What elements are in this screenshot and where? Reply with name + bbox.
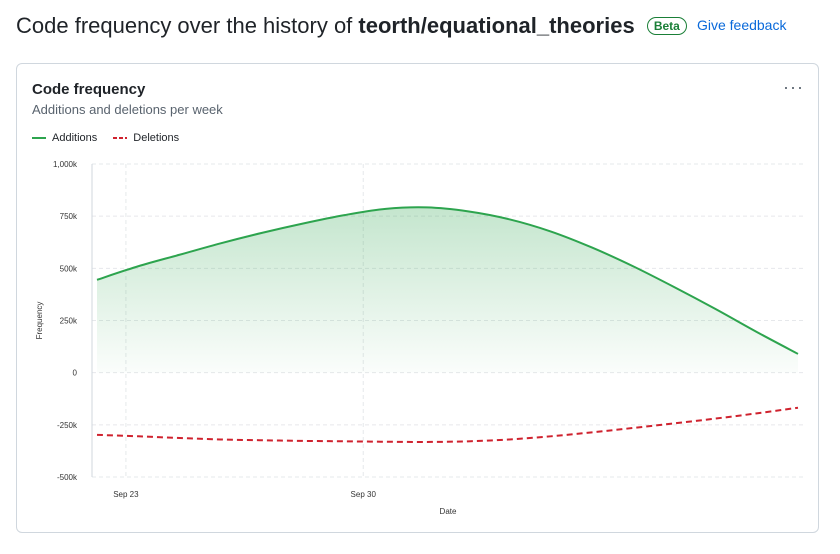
- x-axis-ticks: Sep 23 Sep 30: [113, 490, 376, 499]
- beta-badge: Beta: [646, 17, 687, 35]
- legend-deletions[interactable]: Deletions: [113, 132, 179, 144]
- additions-area: [97, 207, 798, 373]
- y-axis-ticks: 1,000k 750k 500k 250k 0 -250k -500k: [53, 160, 78, 482]
- x-axis-title: Date: [440, 507, 457, 516]
- y-tick-label: -250k: [57, 421, 78, 430]
- y-tick-label: -500k: [57, 473, 78, 482]
- legend-additions-label: Additions: [52, 132, 98, 144]
- additions-line: [96, 206, 799, 355]
- page-title-prefix: Code frequency over the history of: [16, 13, 359, 38]
- page-title: Code frequency over the history of teort…: [16, 10, 786, 44]
- chart-legend: Additions Deletions: [32, 132, 179, 144]
- x-tick-label: Sep 23: [113, 490, 139, 499]
- y-tick-label: 0: [73, 369, 78, 378]
- legend-deletions-swatch: [113, 137, 128, 139]
- y-tick-label: 1,000k: [53, 160, 78, 169]
- legend-additions-swatch: [32, 137, 46, 139]
- more-options-icon[interactable]: ···: [783, 77, 804, 97]
- y-axis-title: Frequency: [35, 302, 44, 340]
- card-title: Code frequency: [32, 81, 146, 98]
- legend-deletions-label: Deletions: [133, 132, 180, 144]
- y-tick-label: 750k: [60, 212, 78, 221]
- x-tick-label: Sep 30: [351, 490, 377, 499]
- card-subtitle: Additions and deletions per week: [32, 102, 223, 117]
- legend-additions[interactable]: Additions: [32, 132, 97, 144]
- code-frequency-card: Code frequency Additions and deletions p…: [16, 63, 819, 533]
- y-tick-label: 250k: [60, 317, 78, 326]
- y-tick-label: 500k: [60, 264, 78, 273]
- repo-name: teorth/equational_theories: [358, 13, 635, 38]
- give-feedback-link[interactable]: Give feedback: [696, 17, 787, 33]
- deletions-line: [96, 406, 799, 443]
